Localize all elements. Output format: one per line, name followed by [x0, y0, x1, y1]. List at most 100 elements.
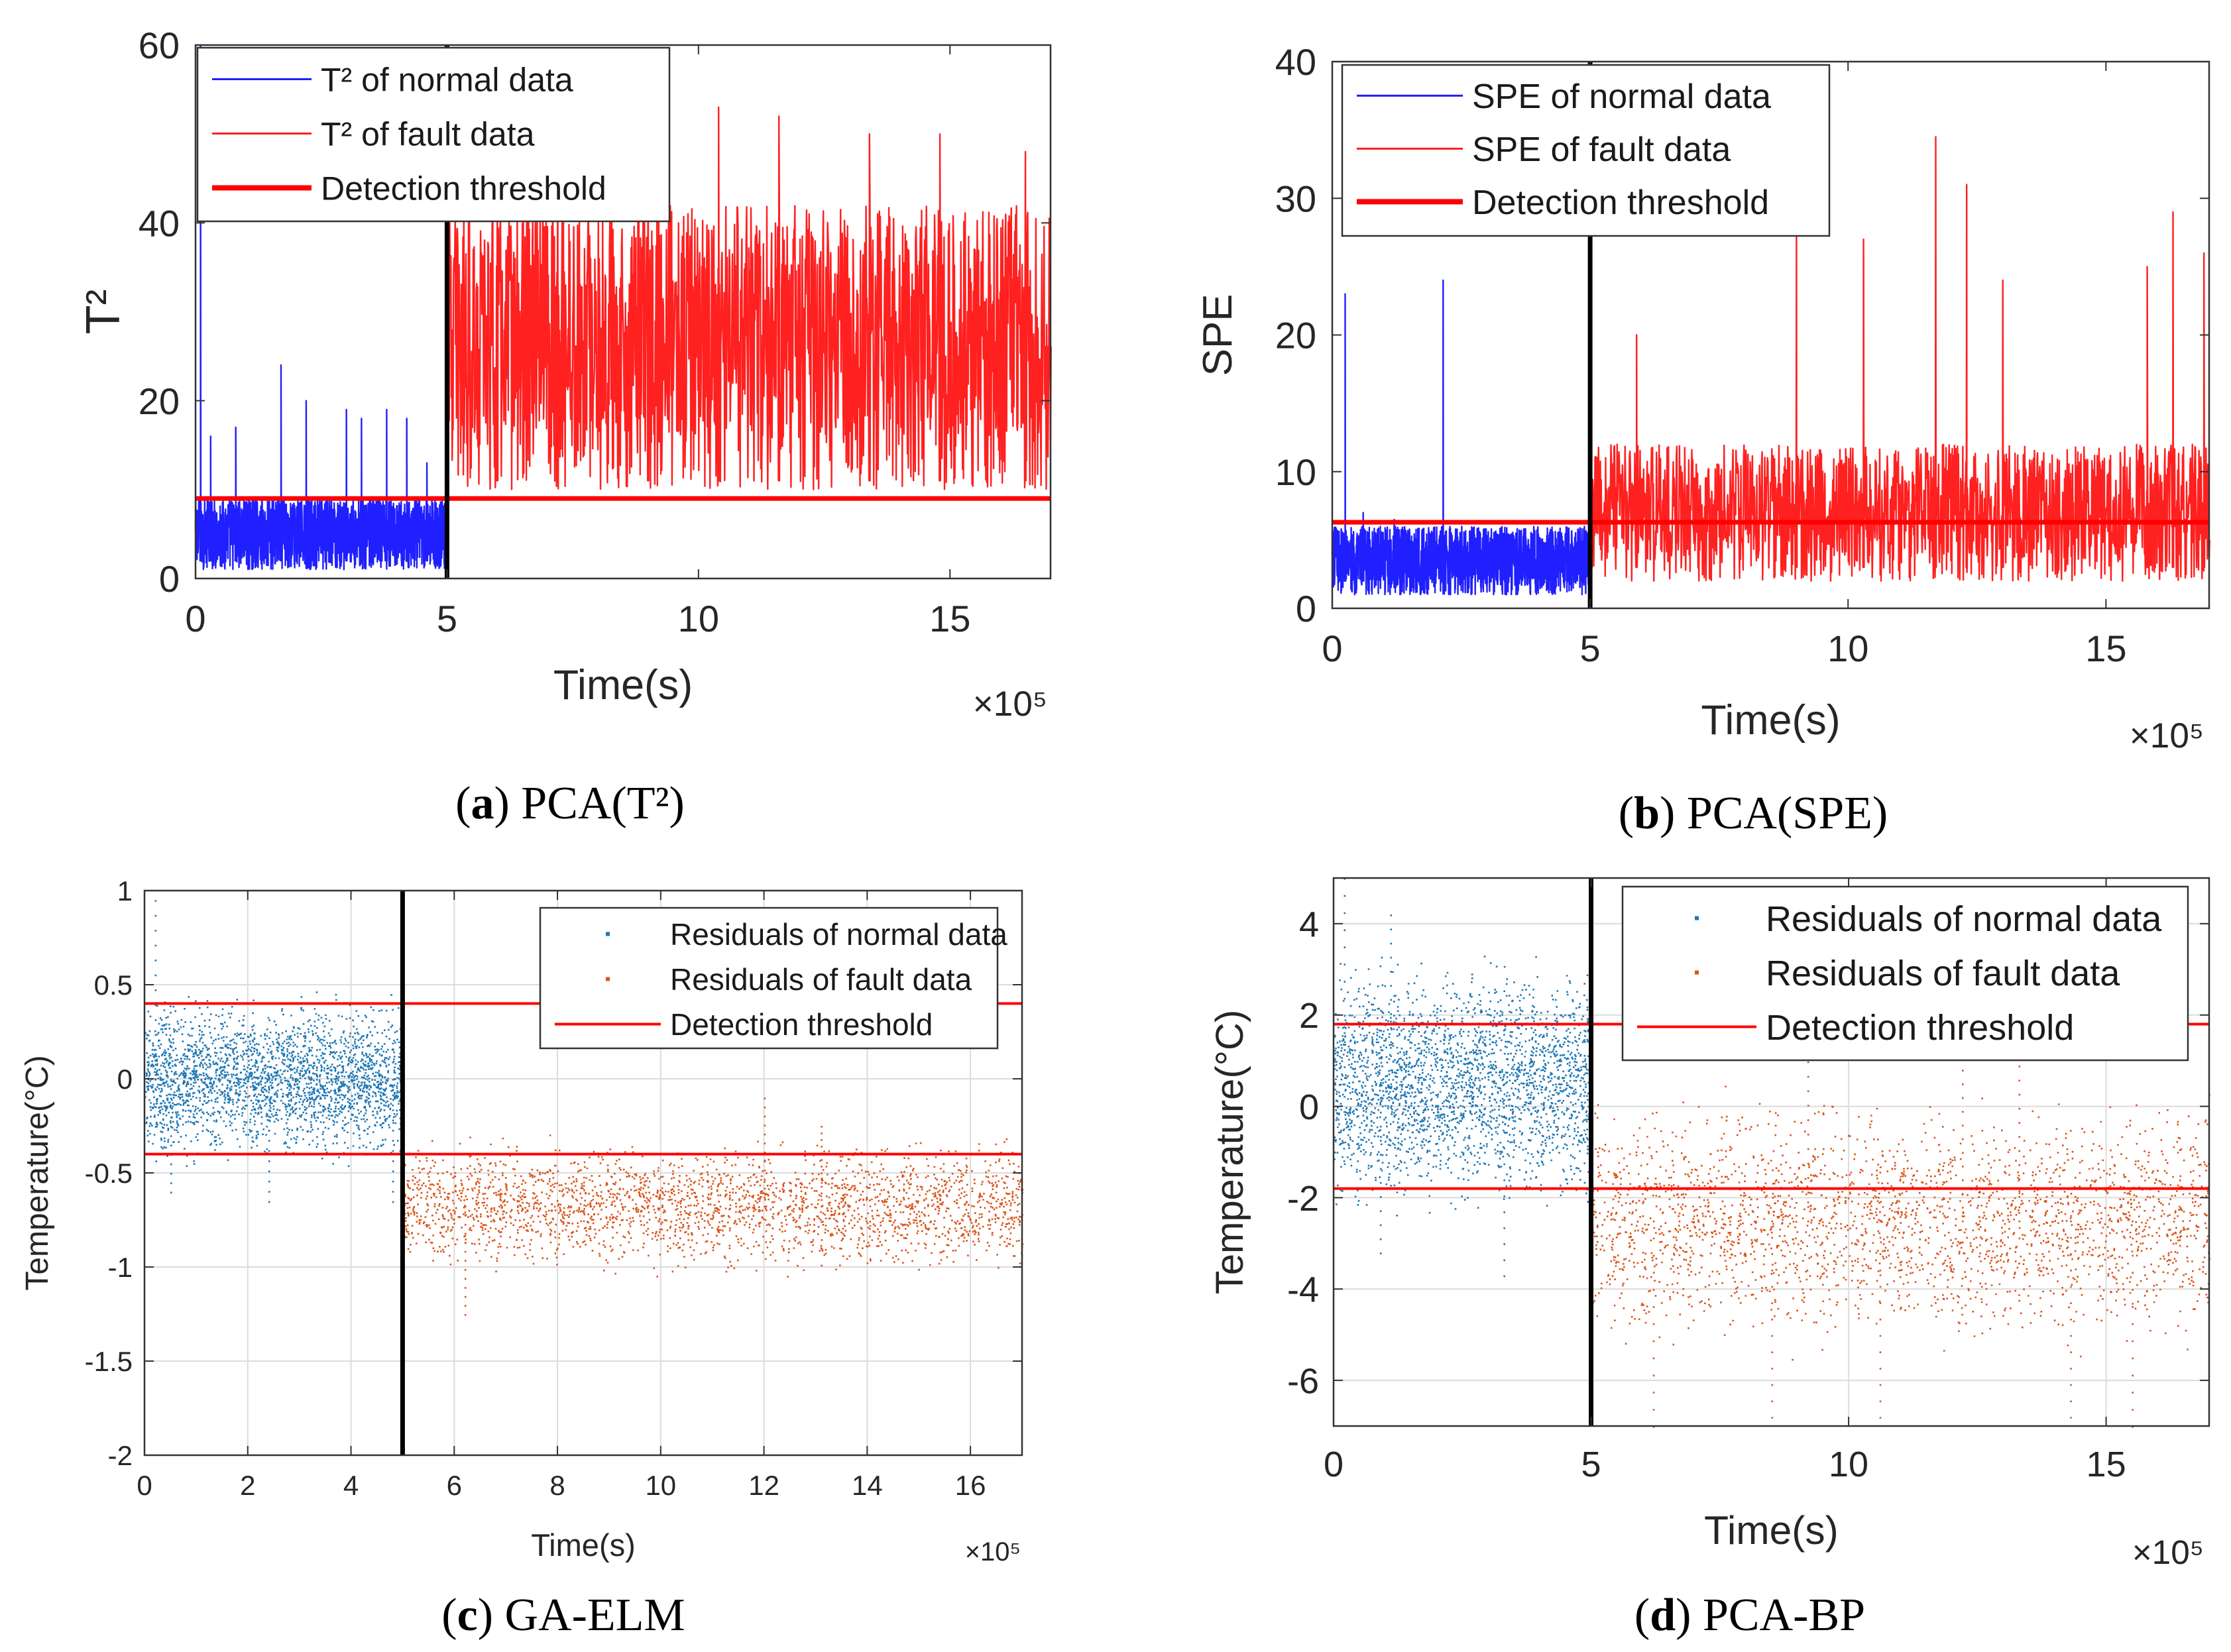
legend-label: Residuals of fault data — [670, 962, 972, 997]
y-tick-label: 40 — [1275, 41, 1316, 83]
y-tick-label: 0 — [159, 558, 180, 600]
series-group — [194, 44, 1052, 571]
y-tick-label: -1 — [108, 1252, 133, 1283]
x-multiplier-label: ×10⁵ — [965, 1537, 1021, 1567]
x-tick-label: 2 — [240, 1470, 255, 1501]
x-axis-label: Time(s) — [531, 1527, 636, 1563]
y-tick-label: 0 — [1296, 588, 1316, 630]
caption-close-paren: ) — [494, 778, 521, 829]
x-tick-label: 10 — [678, 598, 719, 639]
x-tick-label: 6 — [447, 1470, 462, 1501]
x-axis-label: Time(s) — [1701, 697, 1840, 743]
x-tick-label: 10 — [645, 1470, 676, 1501]
y-tick-label: 20 — [1275, 315, 1316, 357]
series-line-fault — [1589, 136, 2210, 582]
legend-swatch-dot — [606, 932, 610, 936]
x-tick-label: 10 — [1829, 1445, 1868, 1484]
chart-panel-c: 0 2 4 6 8 10 12 14 16 -2 -1.5 -1 -0.5 0 0.5 1 ×10⁵ Time(s… — [20, 875, 1024, 1641]
y-tick-label: -4 — [1287, 1270, 1319, 1310]
x-tick-label: 8 — [549, 1470, 565, 1501]
series-dots-normal — [144, 900, 404, 1203]
legend-swatch-dot — [1695, 970, 1699, 975]
series-line-normal — [194, 44, 448, 571]
axes-box — [1332, 877, 2210, 1427]
legend-swatch-dot — [1695, 916, 1699, 920]
caption-text: PCA(T²) — [521, 778, 685, 829]
caption-open-paren: ( — [1619, 788, 1634, 839]
y-tick-label: 30 — [1275, 178, 1316, 219]
chart-panel-a: 0 5 10 15 0 20 40 60 ×10⁵ Time(s) T² T² of normal d… — [77, 25, 1052, 829]
x-tick-label: 15 — [2085, 628, 2126, 669]
x-multiplier-label: ×10⁵ — [973, 685, 1047, 724]
caption-open-paren: ( — [455, 778, 471, 829]
legend: Residuals of normal data Residuals of fau… — [1621, 885, 2189, 1062]
legend-label: SPE of normal data — [1472, 78, 1771, 116]
chart-panel-d: 0 5 10 15 -6 -4 -2 0 2 4 ×10⁵ Time(s) Temperature(°C… — [1208, 877, 2210, 1641]
x-tick-label: 5 — [437, 598, 457, 639]
legend-label: Detection threshold — [321, 170, 606, 207]
caption-close-paren: ) — [1676, 1590, 1703, 1641]
y-tick-label: 10 — [1275, 451, 1316, 493]
caption-open-paren: ( — [441, 1590, 457, 1641]
legend-label: SPE of fault data — [1472, 131, 1731, 169]
caption-close-paren: ) — [1660, 788, 1687, 839]
legend-label: Residuals of normal data — [1766, 899, 2162, 939]
series-dots-normal — [1334, 878, 1593, 1278]
y-tick-label: -2 — [1287, 1179, 1319, 1219]
series-group — [1334, 878, 2210, 1428]
x-tick-label: 16 — [955, 1470, 986, 1501]
legend-label: T² of normal data — [321, 62, 573, 99]
y-tick-label: -6 — [1287, 1362, 1319, 1402]
y-tick-label: 1 — [117, 875, 133, 907]
x-tick-label: 0 — [185, 598, 205, 639]
chart-panel-b: 0 5 10 15 0 10 20 30 40 ×10⁵ Time(s) SPE SPE of norm… — [1195, 41, 2210, 839]
x-tick-label: 0 — [1322, 628, 1342, 669]
legend-label: Residuals of normal data — [670, 917, 1007, 952]
caption-letter: a — [471, 778, 494, 829]
x-axis-label: Time(s) — [1704, 1508, 1839, 1553]
legend: Residuals of normal data Residuals of fau… — [539, 907, 1007, 1050]
caption-text: PCA(SPE) — [1687, 788, 1888, 839]
x-tick-label: 0 — [137, 1470, 152, 1501]
legend-label: T² of fault data — [321, 116, 535, 153]
x-tick-label: 4 — [343, 1470, 359, 1501]
series-group — [1331, 136, 2210, 596]
x-multiplier-label: ×10⁵ — [2132, 1533, 2204, 1571]
x-tick-label: 12 — [748, 1470, 779, 1501]
axes-box — [194, 44, 1052, 580]
x-tick-label: 14 — [852, 1470, 883, 1501]
y-tick-label: 60 — [139, 25, 180, 66]
y-tick-label: 4 — [1299, 905, 1319, 944]
caption-letter: d — [1650, 1590, 1676, 1641]
panel-caption: (c) GA-ELM — [441, 1590, 685, 1641]
caption-letter: b — [1634, 788, 1660, 839]
series-group — [144, 900, 1024, 1316]
series-line-normal — [1331, 279, 1591, 596]
panel-caption: (b) PCA(SPE) — [1619, 788, 1888, 839]
x-tick-label: 5 — [1581, 1445, 1601, 1484]
y-tick-label: 0 — [117, 1064, 133, 1095]
panel-caption: (a) PCA(T²) — [455, 778, 685, 829]
y-axis-label: Temperature(°C) — [20, 1055, 55, 1290]
series-line-fault — [446, 106, 1052, 490]
legend-swatch-dot — [606, 977, 610, 981]
y-tick-label: 2 — [1299, 996, 1319, 1036]
legend-label: Detection threshold — [670, 1007, 933, 1042]
y-tick-label: 0 — [1299, 1087, 1319, 1127]
legend-box — [1621, 885, 2189, 1062]
caption-text: PCA-BP — [1703, 1590, 1865, 1641]
legend-box — [1341, 64, 1831, 237]
legend: T² of normal data T² of fault data Detecti… — [196, 46, 671, 223]
y-tick-label: -2 — [108, 1440, 133, 1471]
caption-letter: c — [457, 1590, 478, 1641]
x-tick-label: 10 — [1827, 628, 1868, 669]
y-tick-label: 20 — [139, 380, 180, 422]
panel-caption: (d) PCA-BP — [1634, 1590, 1865, 1641]
x-axis-label: Time(s) — [553, 662, 693, 708]
y-tick-label: -1.5 — [85, 1346, 133, 1377]
y-tick-label: -0.5 — [85, 1158, 133, 1189]
y-axis-label: Temperature(°C) — [1208, 1010, 1251, 1294]
